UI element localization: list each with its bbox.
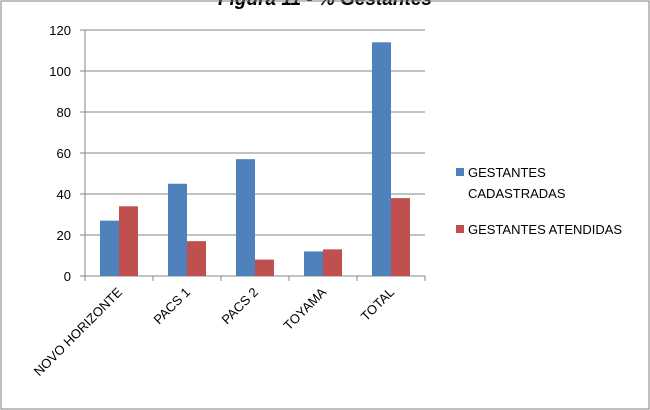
legend-swatch: [456, 168, 464, 176]
bar: [236, 159, 255, 276]
chart-title: Figura 11 - % Gestantes: [0, 0, 650, 11]
y-axis-ticks: 0 20 40 60 80 100 120: [49, 23, 85, 284]
bar: [255, 259, 274, 276]
bar: [304, 251, 323, 276]
x-tick-label: TOYAMA: [281, 284, 330, 333]
x-tick-label: NOVO HORIZONTE: [31, 284, 126, 379]
bar: [187, 241, 206, 276]
y-tick-label: 0: [64, 269, 71, 284]
y-tick-label: 80: [57, 105, 71, 120]
x-tick-label: PACS 2: [218, 285, 261, 328]
bar: [391, 198, 410, 276]
bar: [168, 183, 187, 276]
x-tick-label: PACS 1: [150, 285, 193, 328]
legend: GESTANTES CADASTRADAS GESTANTES ATENDIDAS: [456, 165, 622, 237]
y-tick-label: 40: [57, 187, 71, 202]
bar: [372, 42, 391, 276]
legend-label: GESTANTES: [468, 165, 546, 180]
y-tick-label: 60: [57, 146, 71, 161]
y-tick-label: 120: [49, 23, 71, 38]
bar: [323, 249, 342, 276]
bar: [100, 220, 119, 276]
x-tick-label: TOTAL: [358, 285, 397, 324]
bars: [100, 42, 410, 276]
y-tick-label: 100: [49, 64, 71, 79]
gridlines: [85, 29, 425, 236]
bar: [119, 206, 138, 276]
legend-label: CADASTRADAS: [468, 186, 566, 201]
legend-swatch: [456, 225, 464, 233]
legend-label: GESTANTES ATENDIDAS: [468, 222, 622, 237]
x-axis-ticks: NOVO HORIZONTE PACS 1 PACS 2 TOYAMA TOTAL: [31, 276, 426, 379]
y-tick-label: 20: [57, 228, 71, 243]
